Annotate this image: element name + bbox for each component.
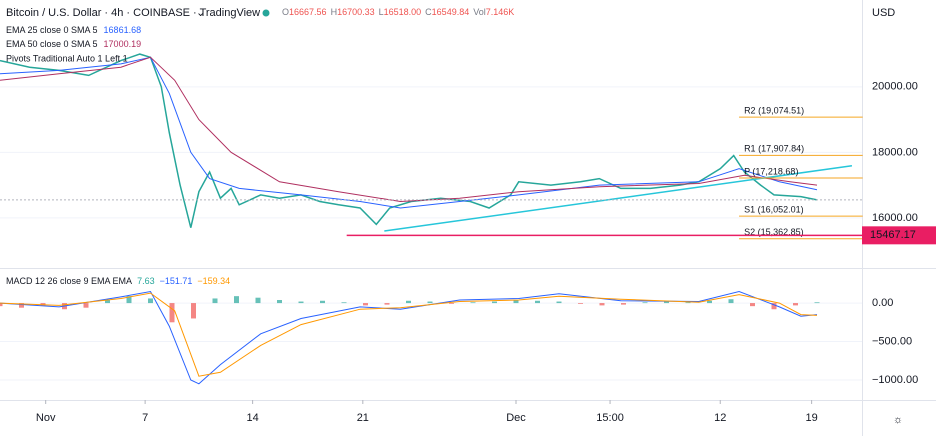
- x-tick-label: 19: [806, 412, 818, 424]
- indicator-legend: EMA 50 close 0 SMA 5 17000.19: [6, 39, 141, 49]
- pivot-label: S2 (15,362.85): [744, 227, 804, 237]
- histogram-bar: [40, 303, 46, 306]
- dropdown-caret: ⌄: [196, 7, 205, 19]
- histogram-bar: [814, 302, 820, 304]
- histogram-bar: [255, 297, 261, 304]
- pivot-label: R1 (17,907.84): [744, 144, 804, 154]
- y-tick-label: 18000.00: [872, 146, 918, 158]
- indicator-value: 17000.19: [104, 39, 142, 49]
- pivot-label: P (17,218.68): [744, 166, 798, 176]
- histogram-bar: [212, 298, 218, 304]
- plot: 16000.00 18000.00 20000.00 EMA 25 close 0 S…: [0, 25, 936, 424]
- histogram-bar: [126, 296, 132, 304]
- settings-icon[interactable]: ☼: [893, 414, 903, 426]
- histogram-bar: [406, 300, 411, 304]
- x-tick-label: Dec: [506, 412, 526, 424]
- status-dot: [262, 9, 270, 17]
- series-line: [0, 290, 818, 385]
- histogram-bar: [556, 301, 562, 304]
- symbol-title: Bitcoin / U.S. Dollar · 4h · COINBASE · …: [6, 7, 260, 19]
- ohlc-value: 16700.33: [337, 7, 375, 17]
- trendline: [384, 165, 853, 232]
- x-tick-label: 14: [247, 412, 259, 424]
- macd-value: −151.71: [160, 276, 193, 286]
- histogram-bar: [642, 302, 648, 304]
- histogram-bar: [578, 303, 583, 304]
- ohlc-value: 16518.00: [384, 7, 422, 17]
- histogram-bar: [664, 301, 669, 304]
- y-tick-label: −500.00: [872, 335, 912, 347]
- histogram-bar: [234, 296, 239, 304]
- x-tick-label: 7: [142, 412, 148, 424]
- x-tick-label: 21: [357, 412, 369, 424]
- ohlc: O16667.56 H16700.33 L16518.00 C16549.84 Vol7…: [282, 7, 514, 17]
- ohlc-value: 16549.84: [432, 7, 470, 17]
- histogram-bar: [363, 303, 368, 306]
- x-tick-label: Nov: [36, 412, 56, 424]
- indicator-legend: EMA 25 close 0 SMA 5 16861.68: [6, 25, 141, 35]
- currency[interactable]: USD: [872, 7, 895, 19]
- ohlc-key: Vol: [473, 7, 486, 17]
- histogram-bar: [19, 303, 24, 308]
- series-line: [0, 292, 818, 377]
- histogram-bar: [793, 303, 798, 306]
- y-tick-label: 0.00: [872, 297, 893, 309]
- y-tick-label: 16000.00: [872, 212, 918, 224]
- histogram-bar: [105, 300, 110, 304]
- histogram-bar: [83, 303, 89, 308]
- macd-name: MACD 12 26 close 9 EMA EMA: [6, 276, 132, 286]
- ohlc-key: H: [331, 7, 338, 17]
- series-line: [0, 56, 818, 203]
- series-line: [0, 56, 818, 209]
- histogram-bar: [621, 303, 626, 305]
- y-tick-label: −1000.00: [872, 374, 918, 386]
- histogram-bar: [427, 301, 433, 304]
- pivot-label: S1 (16,052.01): [744, 205, 804, 215]
- histogram-bar: [470, 302, 476, 304]
- histogram-bar: [750, 303, 755, 307]
- histogram-bar: [191, 303, 196, 319]
- histogram-bar: [320, 300, 325, 304]
- indicator-legend: Pivots Traditional Auto 1 Left 1: [6, 53, 128, 63]
- macd-value: 7.63: [137, 276, 155, 286]
- histogram-bar: [513, 300, 519, 304]
- histogram-bar: [449, 303, 454, 304]
- x-tick-label: 15:00: [596, 412, 624, 424]
- histogram-bar: [341, 302, 347, 304]
- ohlc-key: L: [379, 7, 384, 17]
- indicator-name: EMA 25 close 0 SMA 5: [6, 25, 98, 35]
- histogram-bar: [384, 303, 390, 305]
- histogram-bar: [707, 300, 712, 304]
- histogram-bar: [277, 300, 282, 304]
- macd-value: −159.34: [197, 276, 230, 286]
- histogram-bar: [0, 303, 3, 307]
- ohlc-value: 16667.56: [289, 7, 327, 17]
- ohlc-key: C: [425, 7, 432, 17]
- indicator-name: EMA 50 close 0 SMA 5: [6, 39, 98, 49]
- histogram-bar: [771, 303, 777, 310]
- ohlc-value: 7.146K: [486, 7, 515, 17]
- y-tick-label: 20000.00: [872, 81, 918, 93]
- histogram-bar: [298, 301, 304, 304]
- histogram-bar: [535, 300, 540, 304]
- histogram-bar: [492, 301, 497, 304]
- price-tag-label: 15467.17: [870, 229, 916, 241]
- histogram-bar: [169, 303, 175, 323]
- histogram-bar: [728, 299, 734, 304]
- histogram-bar: [599, 303, 605, 306]
- indicator-value: 16861.68: [104, 25, 142, 35]
- price-tag: [862, 226, 936, 245]
- pivot-label: R2 (19,074.51): [744, 106, 804, 116]
- histogram-bar: [685, 302, 691, 304]
- ohlc-key: O: [282, 7, 289, 17]
- macd-legend: MACD 12 26 close 9 EMA EMA 7.63 −151.71 −15…: [6, 276, 230, 286]
- x-tick-label: 12: [714, 412, 726, 424]
- histogram-bar: [148, 298, 153, 304]
